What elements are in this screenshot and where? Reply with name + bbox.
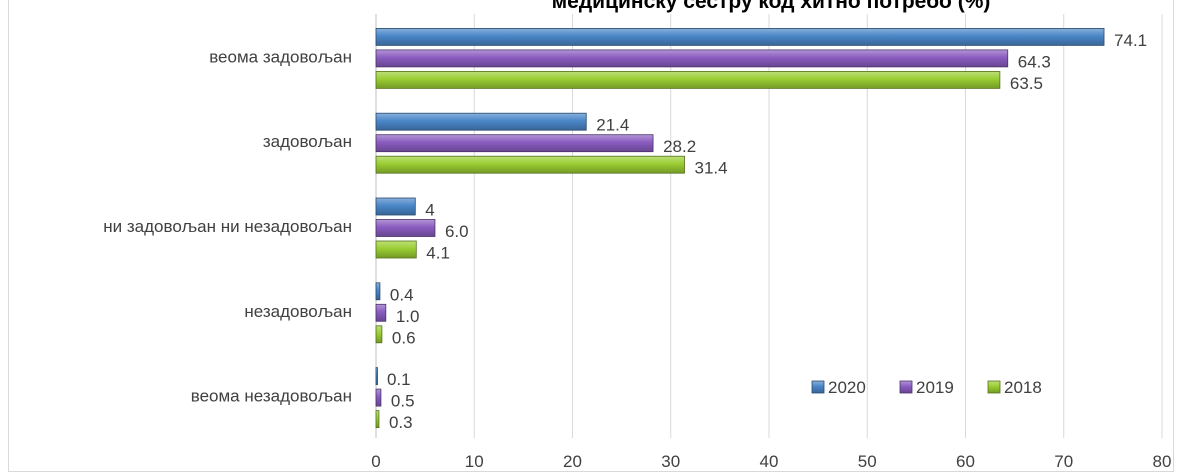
data-label-2020: 74.1 bbox=[1114, 31, 1147, 50]
x-tick-label: 0 bbox=[371, 452, 380, 471]
data-label-2018: 31.4 bbox=[695, 159, 728, 178]
data-label-2019: 64.3 bbox=[1018, 52, 1051, 71]
bar-2020 bbox=[375, 282, 381, 301]
category-label: незадовољан bbox=[244, 302, 352, 321]
data-label-2019: 28.2 bbox=[663, 137, 696, 156]
data-label-2019: 0.5 bbox=[391, 392, 415, 411]
bar-2019 bbox=[375, 303, 387, 322]
data-label-2020: 4 bbox=[425, 201, 434, 220]
bar-2020 bbox=[375, 112, 587, 131]
category-label: задовољан bbox=[263, 132, 352, 151]
bar-2020 bbox=[375, 27, 1105, 46]
bar-2018 bbox=[375, 325, 383, 344]
data-label-2019: 6.0 bbox=[445, 222, 469, 241]
legend: 2020 2019 2018 bbox=[811, 378, 1042, 397]
bar-2018 bbox=[375, 71, 1001, 89]
data-label-2018: 0.6 bbox=[392, 328, 416, 347]
x-tick-label: 20 bbox=[563, 452, 582, 471]
data-label-2018: 4.1 bbox=[426, 244, 450, 263]
legend-swatch-2020 bbox=[811, 380, 825, 394]
category-label: веома задовољан bbox=[209, 47, 352, 66]
x-tick-label: 30 bbox=[661, 452, 680, 471]
x-tick-label: 60 bbox=[956, 452, 975, 471]
bar-2019 bbox=[375, 134, 654, 153]
legend-label-2018: 2018 bbox=[1004, 378, 1042, 397]
x-tick-label: 50 bbox=[858, 452, 877, 471]
chart-title: медицинску сестру код хитно потребо (%) bbox=[551, 0, 991, 13]
bar-2019 bbox=[375, 388, 382, 407]
data-label-2019: 1.0 bbox=[396, 307, 420, 326]
category-label: веома незадовољан bbox=[191, 387, 352, 406]
category-label: ни задовољан ни незадовољан bbox=[103, 217, 352, 236]
data-labels: 74.1 64.3 63.5 21.4 28.2 31.4 4 6.0 4.1 0.4 1.0 0.6… bbox=[387, 31, 1147, 432]
legend-swatch-2018 bbox=[987, 380, 1001, 394]
data-label-2020: 0.4 bbox=[390, 285, 414, 304]
bar-2018 bbox=[375, 410, 380, 429]
bar-2018 bbox=[375, 155, 685, 174]
x-tick-label: 40 bbox=[760, 452, 779, 471]
legend-swatch-2019 bbox=[899, 380, 913, 394]
bars bbox=[375, 27, 1105, 429]
data-label-2018: 0.3 bbox=[389, 413, 413, 432]
bar-2018 bbox=[375, 240, 417, 259]
x-tick-labels: 0 10 20 30 40 50 60 70 80 bbox=[371, 452, 1171, 471]
legend-label-2019: 2019 bbox=[916, 378, 954, 397]
bar-2019 bbox=[375, 219, 436, 237]
bar-2020 bbox=[375, 367, 378, 386]
chart-frame bbox=[8, 0, 1174, 472]
bar-2020 bbox=[375, 197, 416, 216]
x-tick-label: 80 bbox=[1153, 452, 1172, 471]
bar-2019 bbox=[375, 49, 1009, 68]
data-label-2020: 21.4 bbox=[596, 116, 629, 135]
data-label-2020: 0.1 bbox=[387, 370, 411, 389]
legend-label-2020: 2020 bbox=[828, 378, 866, 397]
x-tick-label: 70 bbox=[1054, 452, 1073, 471]
category-labels: веома задовољан задовољан ни задовољан ни … bbox=[103, 47, 352, 405]
data-label-2018: 63.5 bbox=[1010, 74, 1043, 93]
x-tick-label: 10 bbox=[465, 452, 484, 471]
